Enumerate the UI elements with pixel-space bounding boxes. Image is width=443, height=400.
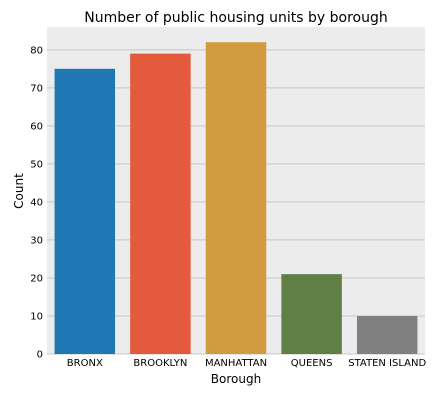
y-tick-label: 80: [30, 45, 43, 56]
y-tick-label: 20: [30, 273, 43, 284]
bar-bronx: [54, 68, 116, 354]
bar-queens: [281, 274, 342, 354]
y-tick-label: 60: [30, 121, 43, 132]
y-tick-label: 30: [30, 235, 43, 246]
y-tick-label: 50: [30, 159, 43, 170]
y-tick-label: 40: [30, 197, 43, 208]
y-tick-labels: 0 10 20 30 40 50 60 70 80: [30, 45, 43, 360]
x-tick-label: QUEENS: [291, 358, 333, 369]
x-tick-label: MANHATTAN: [205, 358, 267, 369]
x-tick-label: BRONX: [67, 358, 103, 369]
bar-brooklyn: [130, 53, 191, 355]
y-axis-label: Count: [12, 173, 26, 209]
bars-group: [54, 42, 418, 355]
chart-title: Number of public housing units by boroug…: [84, 10, 388, 26]
y-tick-label: 10: [30, 311, 43, 322]
bar-manhattan: [205, 42, 267, 355]
y-tick-label: 70: [30, 83, 43, 94]
x-tick-label: BROOKLYN: [133, 358, 187, 369]
x-tick-labels: BRONX BROOKLYN MANHATTAN QUEENS STATEN ISLAN…: [67, 358, 427, 369]
x-tick-label: STATEN ISLAND: [348, 358, 426, 369]
y-tick-label: 0: [37, 350, 43, 361]
bar-staten-island: [356, 315, 418, 354]
x-axis-label: Borough: [211, 372, 261, 386]
